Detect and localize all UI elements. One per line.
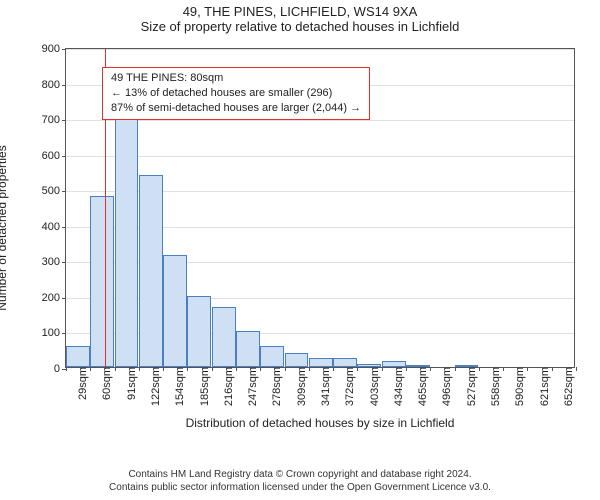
x-tick-label: 309sqm bbox=[294, 367, 308, 406]
histogram-bar bbox=[455, 365, 479, 367]
marker-info-box: 49 THE PINES: 80sqm ← 13% of detached ho… bbox=[102, 67, 370, 120]
plot-area: 49 THE PINES: 80sqm ← 13% of detached ho… bbox=[65, 48, 575, 368]
x-tick-mark bbox=[382, 367, 383, 371]
histogram-bar bbox=[357, 364, 381, 367]
footer: Contains HM Land Registry data © Crown c… bbox=[0, 468, 600, 494]
x-tick-mark bbox=[115, 367, 116, 371]
x-tick-mark bbox=[552, 367, 553, 371]
y-axis-label: Number of detached properties bbox=[0, 145, 9, 310]
histogram-bar bbox=[163, 255, 187, 367]
histogram-bar bbox=[187, 296, 211, 367]
x-tick-label: 434sqm bbox=[391, 367, 405, 406]
x-tick-mark bbox=[527, 367, 528, 371]
x-tick-label: 558sqm bbox=[488, 367, 502, 406]
x-tick-label: 154sqm bbox=[172, 367, 186, 406]
y-tick-mark bbox=[62, 333, 66, 334]
histogram-bar bbox=[66, 346, 90, 367]
x-tick-mark bbox=[576, 367, 577, 371]
histogram-bar bbox=[406, 365, 430, 367]
histogram-bar bbox=[260, 346, 284, 367]
x-tick-mark bbox=[90, 367, 91, 371]
x-tick-label: 122sqm bbox=[148, 367, 162, 406]
histogram-bar bbox=[285, 353, 309, 367]
x-tick-label: 247sqm bbox=[245, 367, 259, 406]
x-tick-mark bbox=[309, 367, 310, 371]
x-tick-label: 29sqm bbox=[75, 367, 89, 400]
histogram-bar bbox=[333, 358, 357, 367]
x-tick-label: 465sqm bbox=[415, 367, 429, 406]
chart-container: Number of detached properties 49 THE PIN… bbox=[10, 38, 590, 418]
x-tick-label: 185sqm bbox=[197, 367, 211, 406]
y-tick-mark bbox=[62, 156, 66, 157]
x-tick-mark bbox=[357, 367, 358, 371]
x-axis-label: Distribution of detached houses by size … bbox=[65, 416, 575, 430]
x-tick-label: 590sqm bbox=[512, 367, 526, 406]
x-tick-mark bbox=[212, 367, 213, 371]
y-tick-mark bbox=[62, 227, 66, 228]
histogram-bar bbox=[90, 196, 114, 367]
gridline bbox=[66, 49, 574, 50]
x-tick-label: 278sqm bbox=[269, 367, 283, 406]
footer-line-2: Contains public sector information licen… bbox=[0, 481, 600, 494]
x-tick-mark bbox=[163, 367, 164, 371]
x-tick-mark bbox=[479, 367, 480, 371]
y-tick-mark bbox=[62, 85, 66, 86]
x-tick-label: 60sqm bbox=[99, 367, 113, 400]
page-subtitle: Size of property relative to detached ho… bbox=[0, 19, 600, 38]
y-tick-mark bbox=[62, 120, 66, 121]
x-tick-label: 216sqm bbox=[221, 367, 235, 406]
y-tick-mark bbox=[62, 298, 66, 299]
x-tick-label: 372sqm bbox=[342, 367, 356, 406]
histogram-bar bbox=[212, 307, 236, 367]
y-tick-mark bbox=[62, 191, 66, 192]
gridline bbox=[66, 120, 574, 121]
x-tick-mark bbox=[187, 367, 188, 371]
histogram-bar bbox=[309, 358, 333, 367]
x-tick-label: 403sqm bbox=[367, 367, 381, 406]
x-tick-label: 341sqm bbox=[318, 367, 332, 406]
footer-line-1: Contains HM Land Registry data © Crown c… bbox=[0, 468, 600, 481]
info-line-3: 87% of semi-detached houses are larger (… bbox=[111, 101, 361, 116]
x-tick-mark bbox=[66, 367, 67, 371]
x-tick-mark bbox=[406, 367, 407, 371]
x-tick-label: 527sqm bbox=[464, 367, 478, 406]
x-tick-mark bbox=[333, 367, 334, 371]
x-tick-mark bbox=[455, 367, 456, 371]
x-tick-mark bbox=[139, 367, 140, 371]
x-tick-label: 652sqm bbox=[561, 367, 575, 406]
page-title: 49, THE PINES, LICHFIELD, WS14 9XA bbox=[0, 0, 600, 19]
x-tick-mark bbox=[285, 367, 286, 371]
histogram-bar bbox=[115, 111, 139, 367]
x-tick-mark bbox=[236, 367, 237, 371]
gridline bbox=[66, 156, 574, 157]
info-line-1: 49 THE PINES: 80sqm bbox=[111, 71, 361, 86]
info-line-2: ← 13% of detached houses are smaller (29… bbox=[111, 86, 361, 101]
histogram-bar bbox=[382, 361, 406, 367]
x-tick-mark bbox=[260, 367, 261, 371]
x-tick-mark bbox=[430, 367, 431, 371]
y-tick-mark bbox=[62, 262, 66, 263]
y-tick-mark bbox=[62, 49, 66, 50]
x-tick-label: 496sqm bbox=[439, 367, 453, 406]
x-tick-label: 621sqm bbox=[537, 367, 551, 406]
x-tick-mark bbox=[503, 367, 504, 371]
x-tick-label: 91sqm bbox=[124, 367, 138, 400]
histogram-bar bbox=[236, 331, 260, 367]
histogram-bar bbox=[139, 175, 163, 367]
